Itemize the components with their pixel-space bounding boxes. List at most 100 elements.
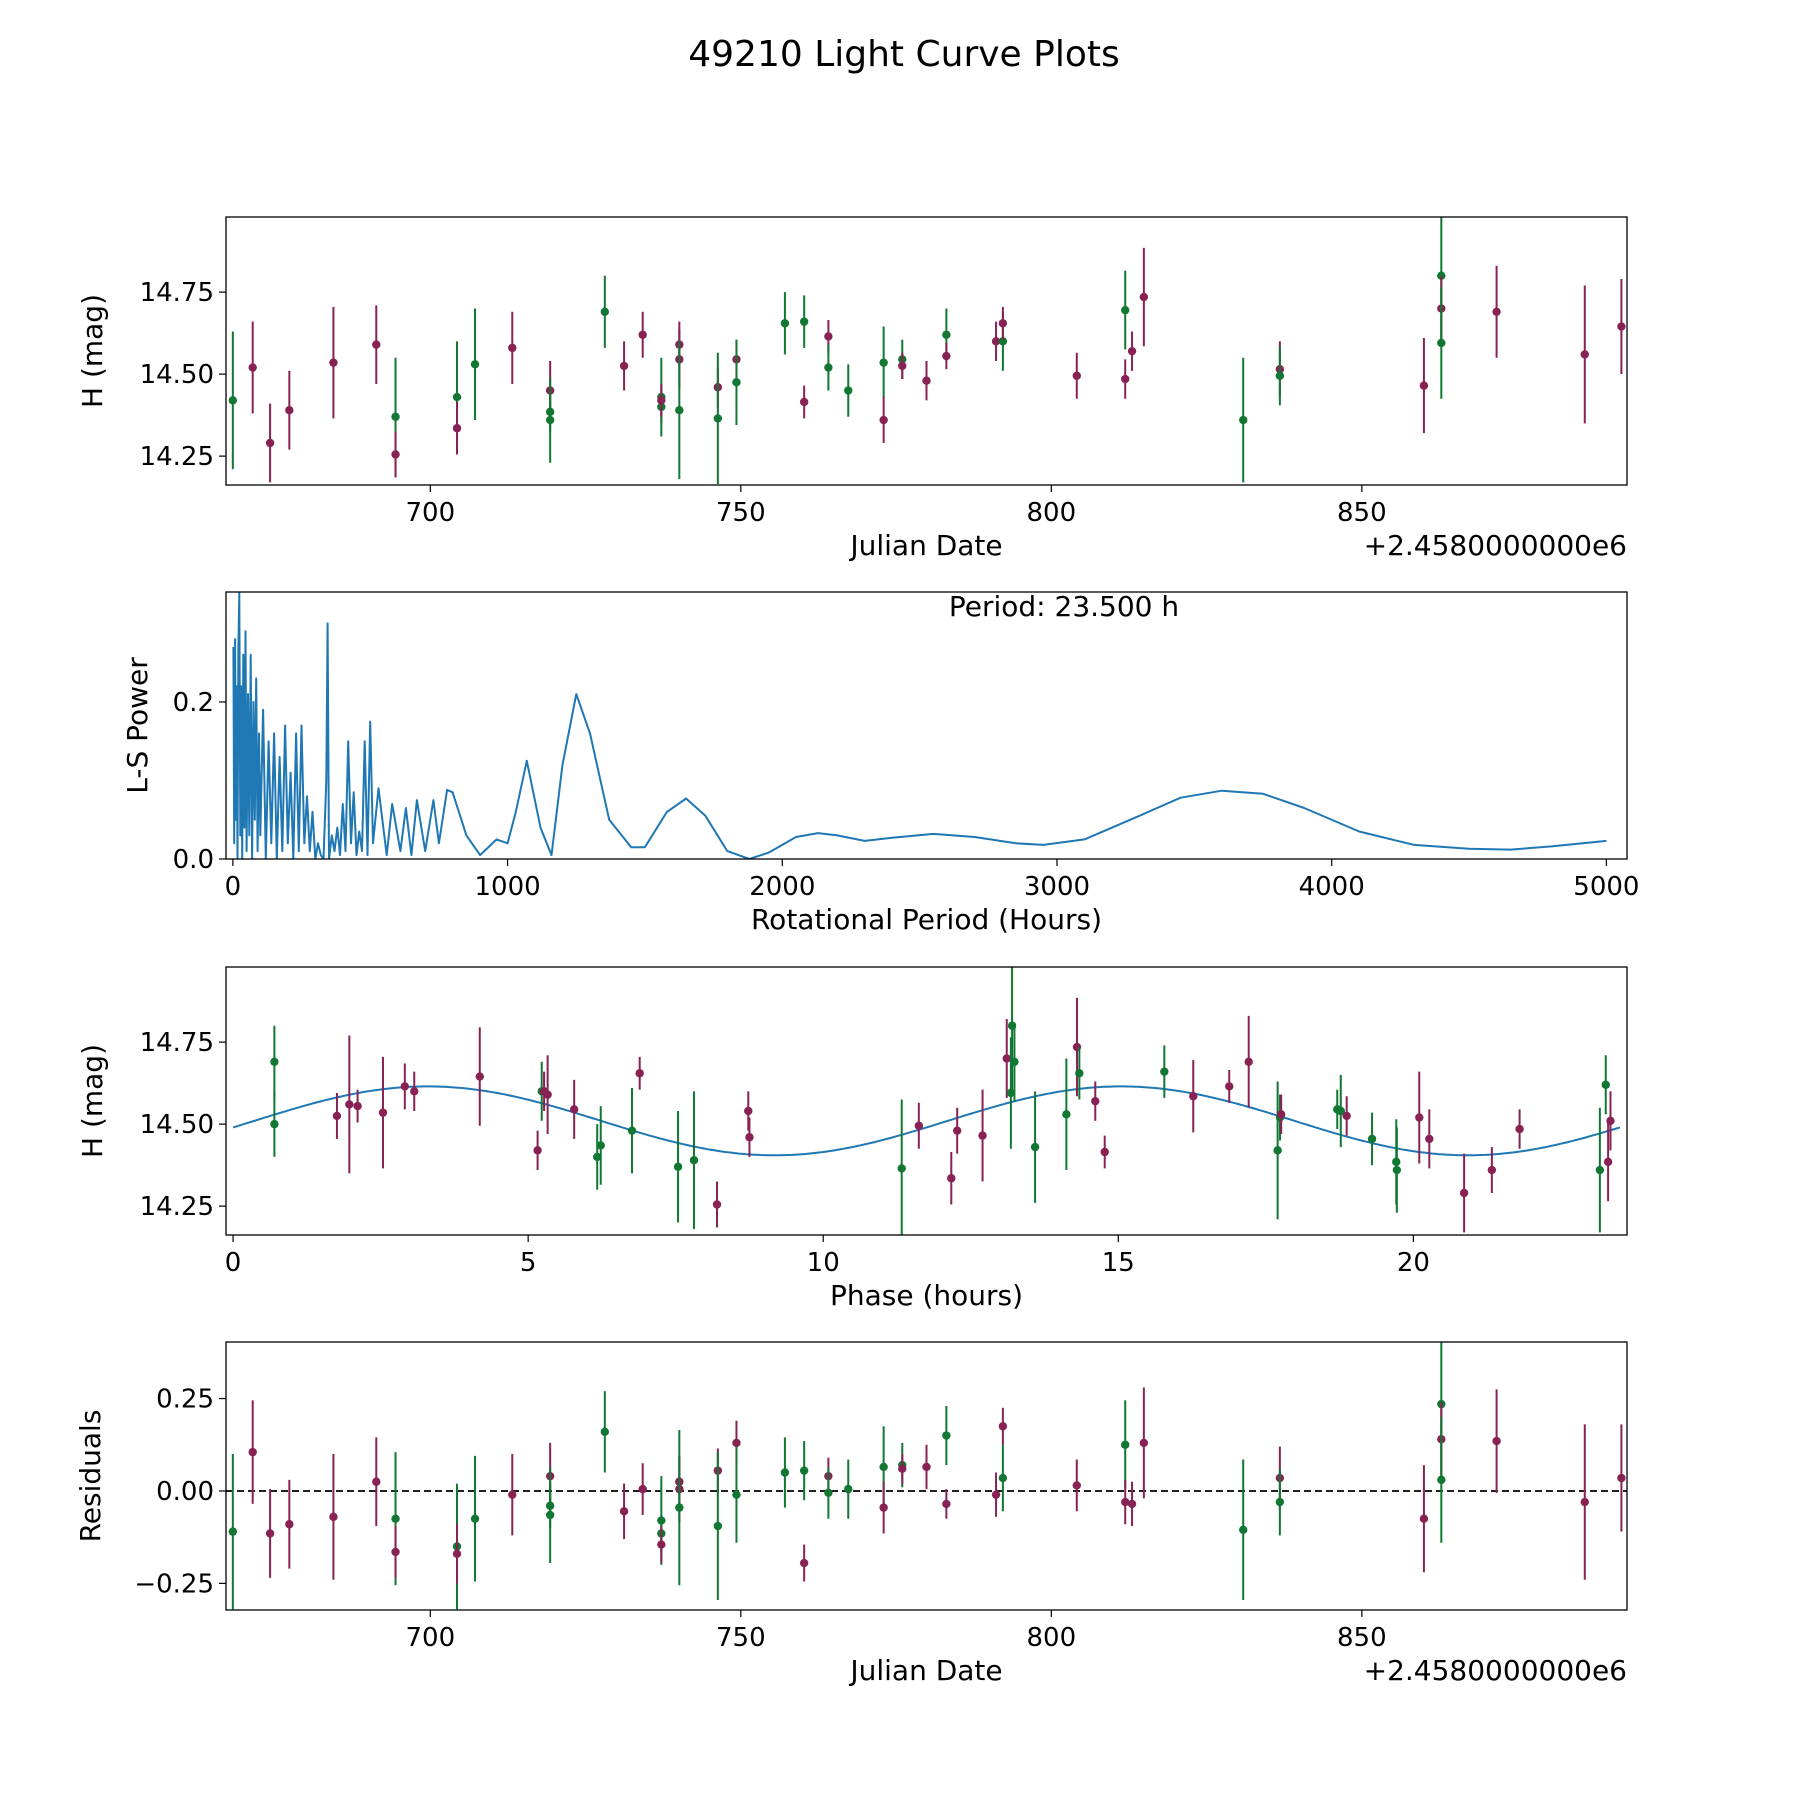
marker	[844, 386, 853, 395]
data-point	[713, 352, 723, 485]
x-tick-label: 2000	[749, 872, 815, 902]
data-point	[248, 321, 257, 414]
marker	[452, 1549, 462, 1559]
y-tick-label: 14.75	[140, 278, 214, 308]
x-tick-label: 700	[405, 498, 455, 528]
marker	[1617, 1473, 1626, 1483]
data-point	[799, 1544, 809, 1582]
marker	[675, 406, 684, 415]
marker	[1160, 1067, 1169, 1076]
marker	[947, 1174, 956, 1183]
marker	[1276, 1110, 1286, 1119]
marker	[1121, 1497, 1130, 1507]
data-point	[713, 1452, 723, 1601]
marker	[1139, 292, 1149, 302]
data-point	[799, 1441, 809, 1501]
marker	[991, 337, 1001, 346]
x-axis-label: Julian Date	[848, 529, 1002, 562]
marker	[732, 378, 741, 387]
marker	[799, 1558, 809, 1568]
marker	[452, 392, 462, 402]
periodogram-line	[232, 592, 1607, 859]
y-tick-label: 14.50	[140, 360, 214, 390]
data-point	[1075, 1047, 1084, 1100]
data-point	[470, 1455, 480, 1582]
periodogram-plot-area	[232, 592, 1607, 859]
x-tick-label: 10	[807, 1248, 840, 1278]
data-point	[475, 1027, 484, 1126]
axes-frame	[225, 966, 1628, 1236]
data-point	[732, 339, 741, 425]
data-point	[745, 1117, 754, 1157]
marker	[824, 1488, 833, 1498]
x-axis-label: Phase (hours)	[830, 1279, 1023, 1312]
y-axis-label: H (mag)	[76, 1044, 109, 1158]
data-point	[657, 1526, 666, 1564]
marker	[638, 1484, 647, 1494]
data-point	[353, 1089, 362, 1123]
marker	[470, 360, 480, 369]
x-offset-text: +2.4580000000e6	[1364, 529, 1627, 562]
data-point	[332, 1092, 342, 1139]
data-point	[1617, 1424, 1626, 1532]
marker	[879, 358, 888, 367]
x-tick-label: 3000	[1024, 872, 1090, 902]
data-point	[991, 1472, 1001, 1517]
axes-frame	[225, 1341, 1628, 1611]
data-point	[1244, 1015, 1253, 1108]
data-point	[998, 306, 1008, 340]
data-point	[270, 1025, 279, 1098]
data-point	[596, 1106, 605, 1185]
data-point	[569, 1079, 579, 1139]
marker	[978, 1131, 987, 1140]
marker	[1580, 350, 1589, 359]
y-tick-label: 14.75	[140, 1028, 214, 1058]
marker	[372, 1477, 381, 1486]
data-point	[1121, 359, 1130, 399]
data-point	[947, 1152, 956, 1205]
data-point	[1367, 1112, 1377, 1166]
marker	[545, 1510, 555, 1520]
marker	[533, 1146, 542, 1155]
marker	[452, 424, 462, 433]
x-tick-label: 700	[405, 1623, 455, 1653]
y-axis-label: L-S Power	[121, 657, 154, 794]
data-point	[1601, 1055, 1610, 1115]
marker	[410, 1087, 419, 1096]
marker	[1100, 1147, 1109, 1157]
data-point	[533, 1130, 542, 1171]
data-point	[898, 1454, 907, 1484]
marker	[799, 1466, 809, 1475]
x-tick-label: 20	[1397, 1248, 1430, 1278]
marker	[619, 1507, 629, 1516]
data-point	[248, 1400, 257, 1504]
data-point	[675, 1429, 684, 1586]
x-tick-label: 5	[520, 1248, 537, 1278]
marker	[391, 1547, 400, 1557]
marker	[732, 1490, 741, 1499]
marker	[824, 363, 833, 372]
data-point	[657, 383, 666, 417]
data-point	[508, 311, 517, 384]
y-tick-label: 14.50	[140, 1110, 214, 1140]
marker	[270, 1057, 279, 1067]
marker	[1415, 1113, 1424, 1122]
marker	[1342, 1111, 1351, 1121]
data-point	[627, 1088, 637, 1174]
marker	[543, 1090, 552, 1099]
marker	[1062, 1110, 1071, 1119]
marker	[1515, 1124, 1524, 1134]
data-point	[372, 1437, 381, 1527]
marker	[391, 412, 400, 421]
marker	[942, 351, 951, 361]
data-point	[1580, 285, 1589, 424]
marker	[1492, 1436, 1501, 1446]
x-axis-label: Julian Date	[848, 1654, 1002, 1687]
data-point	[470, 308, 480, 421]
marker	[1275, 1497, 1285, 1507]
marker	[265, 438, 275, 448]
marker	[1139, 1438, 1149, 1448]
data-point	[619, 1483, 629, 1540]
data-point	[1002, 1019, 1011, 1098]
axes-frame	[225, 591, 1628, 860]
